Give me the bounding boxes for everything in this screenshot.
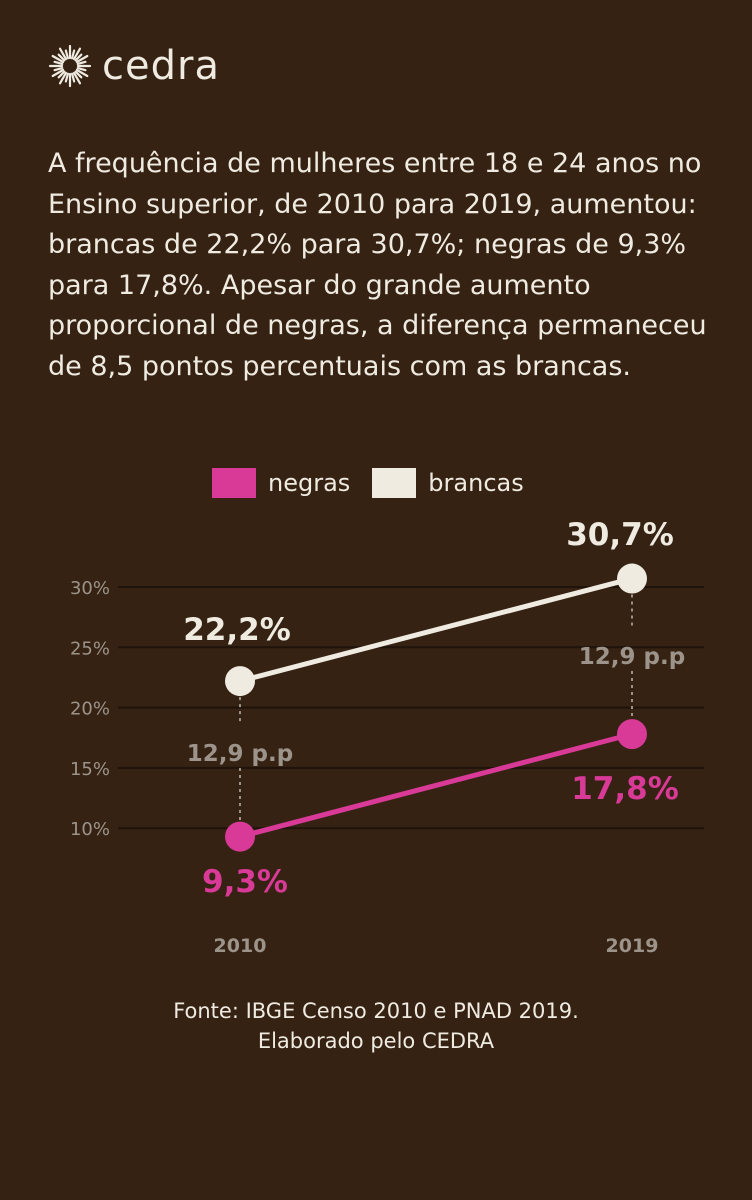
sun-ray	[70, 72, 76, 83]
data-point-negras	[225, 821, 255, 852]
sun-ray	[72, 71, 82, 85]
sun-ray	[53, 66, 64, 72]
brand-logo: cedra	[48, 44, 220, 88]
sun-ray	[75, 68, 89, 78]
data-point-negras	[617, 719, 647, 750]
data-label-brancas-2019: 30,7%	[566, 517, 674, 553]
sun-ray	[57, 53, 66, 62]
sun-ray	[51, 68, 65, 78]
data-point-brancas	[225, 666, 255, 697]
x-tick-label: 2019	[606, 935, 659, 957]
y-tick-label: 25%	[70, 638, 110, 659]
data-label-negras-2010: 9,3%	[202, 864, 288, 900]
series-line-brancas	[239, 576, 633, 684]
sun-ray	[75, 54, 89, 64]
y-tick-label: 15%	[70, 759, 110, 780]
gap-label: 12,9 p.p	[187, 741, 293, 767]
legend-item-brancas: brancas	[372, 468, 524, 498]
y-tick-label: 20%	[70, 699, 110, 720]
chart-legend: negras brancas	[212, 468, 546, 498]
legend-label-negras: negras	[268, 469, 351, 497]
y-tick-label: 30%	[70, 578, 110, 599]
y-tick-label: 10%	[70, 819, 110, 840]
legend-swatch-negras	[212, 468, 256, 498]
source-line-2: Elaborado pelo CEDRA	[257, 1029, 495, 1053]
brand-name: cedra	[102, 43, 220, 89]
line-chart: 30% 25% 20% 15% 10% 2010 2019 12,9 p.p 12,9 p.p 2…	[70, 517, 704, 957]
data-point-brancas	[617, 563, 647, 594]
legend-label-brancas: brancas	[428, 469, 524, 497]
sun-ray	[53, 60, 64, 66]
source-line-1: Fonte: IBGE Censo 2010 e PNAD 2019.	[173, 999, 579, 1023]
legend-swatch-brancas	[372, 468, 417, 498]
sun-ray	[72, 47, 82, 61]
gap-label: 12,9 p.p	[579, 644, 685, 670]
sun-ray	[58, 71, 68, 85]
sun-icon	[48, 44, 92, 88]
sun-ray	[74, 53, 83, 62]
sun-ray	[74, 70, 83, 79]
source-note: Fonte: IBGE Censo 2010 e PNAD 2019. Elab…	[0, 996, 752, 1056]
intro-text: A frequência de mulheres entre 18 e 24 a…	[48, 148, 707, 382]
x-tick-label: 2010	[214, 935, 267, 957]
legend-item-negras: negras	[212, 468, 350, 498]
sun-ray	[51, 54, 65, 64]
sun-ray	[76, 66, 87, 72]
sun-ray	[76, 60, 87, 66]
sun-ray	[64, 49, 70, 60]
sun-ray	[70, 49, 76, 60]
sun-ray	[58, 47, 68, 61]
data-label-brancas-2010: 22,2%	[183, 612, 291, 648]
series-line-negras	[239, 731, 633, 840]
sun-ray	[64, 72, 70, 83]
data-label-negras-2019: 17,8%	[571, 771, 679, 807]
sun-ray	[57, 70, 66, 79]
